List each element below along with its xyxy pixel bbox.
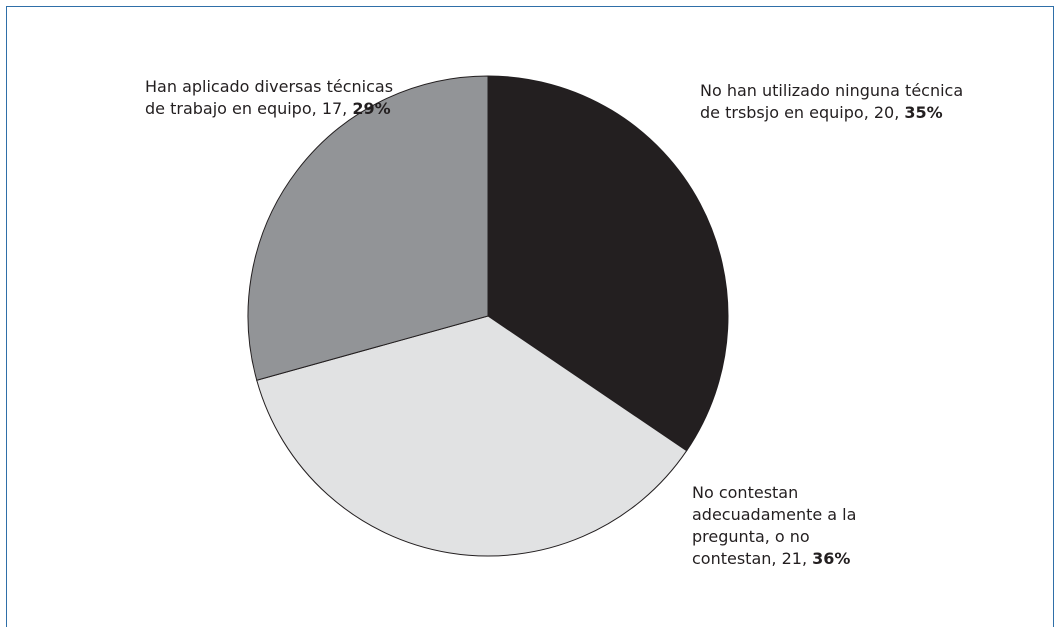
slice-percent: 36%: [812, 549, 851, 568]
slice-value: 17: [321, 99, 343, 118]
slice-value: 20: [873, 103, 895, 122]
slice-label-no-tecnica: No han utilizado ninguna técnica de trsb…: [700, 81, 964, 122]
slice-no-contestan: [256, 315, 688, 557]
slice-no-tecnica: [487, 75, 729, 452]
slice-label-text: No han utilizado ninguna técnica de trsb…: [700, 81, 964, 122]
slice-label-text: No contestan adecuadamente a la pregunta…: [692, 483, 857, 568]
slice-percent: 29%: [352, 99, 391, 118]
slice-value: 21: [781, 549, 802, 568]
slice-percent: 35%: [904, 103, 943, 122]
slice-han-aplicado: [247, 75, 489, 381]
slice-label-text: Han aplicado diversas técnicas de trabaj…: [145, 77, 394, 118]
slice-label-no-contestan: No contestan adecuadamente a la pregunta…: [692, 483, 857, 568]
slice-label-han-aplicado: Han aplicado diversas técnicas de trabaj…: [145, 77, 394, 118]
